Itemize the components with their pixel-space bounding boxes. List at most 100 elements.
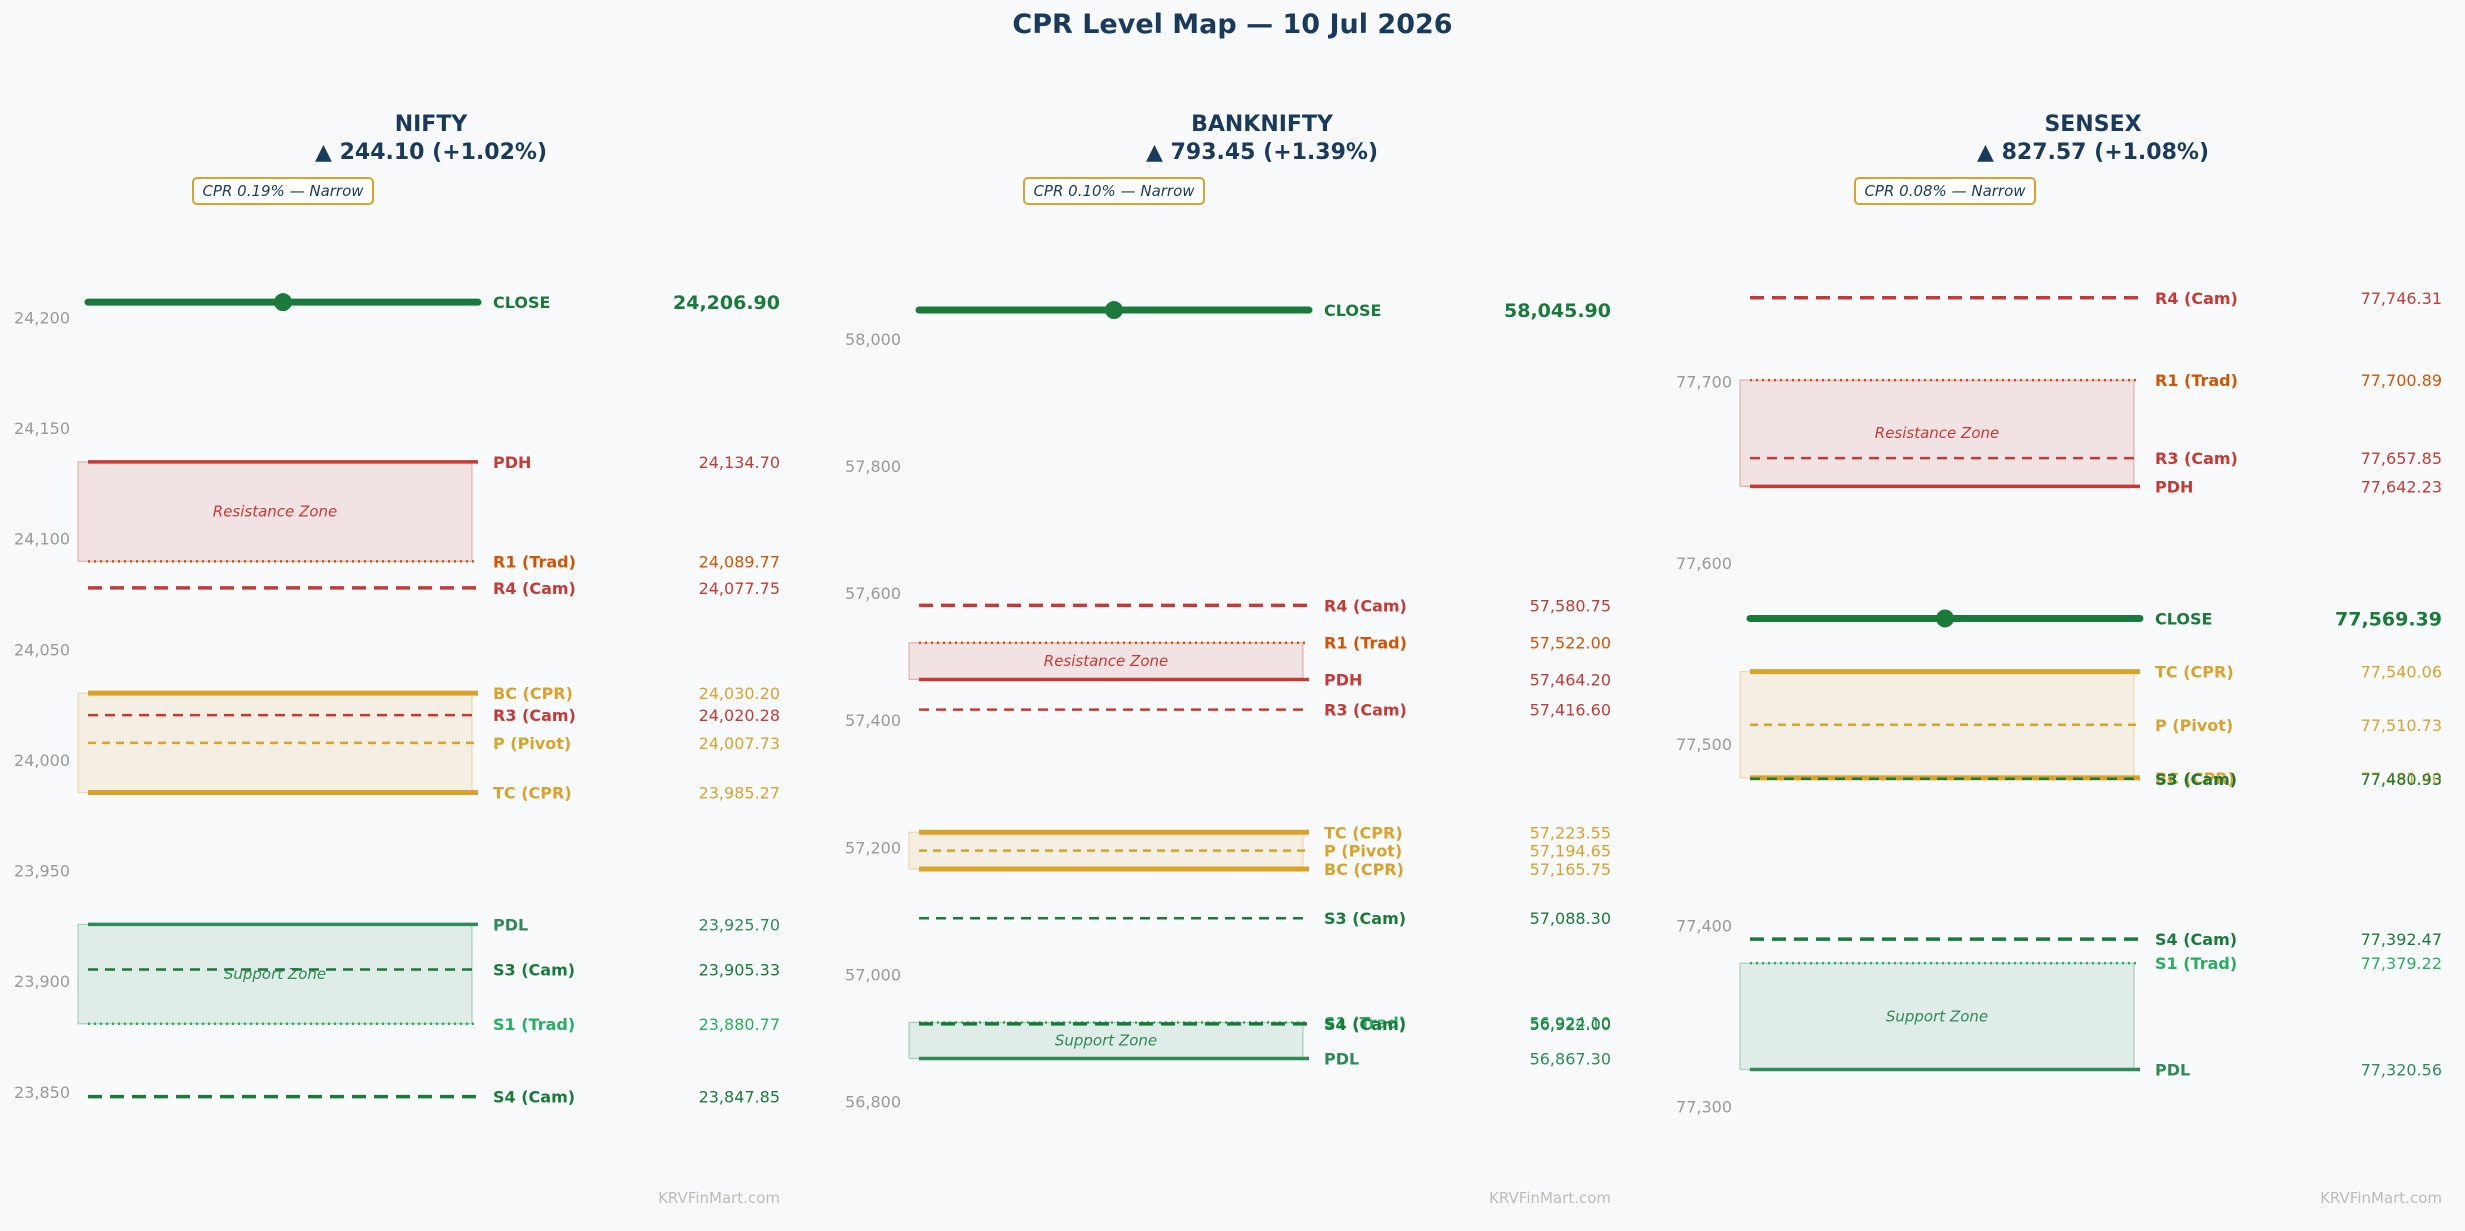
cpr-badge-text: CPR 0.08% — Narrow — [1864, 182, 2026, 200]
change-text: ▲ 244.10 (+1.02%) — [315, 140, 547, 165]
level-label: S1 (Trad) — [1324, 1013, 1406, 1032]
y-tick-label: 77,300 — [1676, 1098, 1732, 1117]
y-tick-label: 24,200 — [14, 308, 70, 327]
level-label: TC (CPR) — [2155, 663, 2234, 682]
level-value: 56,867.30 — [1530, 1050, 1611, 1069]
close-marker — [274, 293, 292, 312]
zone-label: Support Zone — [1055, 1032, 1157, 1050]
level-value: 56,924.10 — [1530, 1013, 1611, 1032]
y-tick-label: 24,000 — [14, 751, 70, 770]
level-label: CLOSE — [493, 293, 550, 312]
y-tick-label: 23,850 — [14, 1083, 70, 1102]
panel-nifty: NIFTY ▲ 244.10 (+1.02%) CPR 0.19% — Narrow… — [14, 112, 780, 1207]
level-label: PDL — [1324, 1050, 1359, 1069]
level-label: BC (CPR) — [1324, 860, 1404, 879]
level-label: PDL — [493, 915, 528, 934]
level-label: S1 (Trad) — [2155, 954, 2237, 973]
cpr-badge-text: CPR 0.19% — Narrow — [202, 182, 364, 200]
y-tick-label: 57,200 — [845, 838, 901, 857]
level-value: 77,700.89 — [2361, 371, 2442, 390]
level-value: 24,206.90 — [673, 292, 780, 314]
y-tick-label: 77,500 — [1676, 735, 1732, 754]
level-value: 24,020.28 — [699, 706, 780, 725]
level-label: TC (CPR) — [1324, 823, 1403, 842]
level-value: 24,089.77 — [699, 552, 780, 571]
support-zone — [908, 1021, 1304, 1060]
level-label: R3 (Cam) — [1324, 701, 1407, 720]
level-value: 23,880.77 — [699, 1015, 780, 1034]
y-tick-label: 57,800 — [845, 457, 901, 476]
level-label: S3 (Cam) — [1324, 909, 1406, 928]
level-value: 56,922.00 — [1530, 1015, 1611, 1034]
cpr-badge — [1854, 177, 2036, 205]
level-label: BC (CPR) — [2155, 769, 2235, 788]
level-label: S3 (Cam) — [2155, 770, 2237, 789]
level-label: R1 (Trad) — [1324, 634, 1407, 653]
y-tick-label: 77,700 — [1676, 373, 1732, 392]
level-value: 57,194.65 — [1530, 842, 1611, 861]
level-value: 24,007.73 — [699, 734, 780, 753]
zone-label: Resistance Zone — [213, 503, 337, 521]
level-value: 24,030.20 — [699, 684, 780, 703]
level-label: S3 (Cam) — [493, 960, 575, 979]
close-marker — [1105, 301, 1123, 320]
level-label: R4 (Cam) — [493, 579, 576, 598]
change-text: ▲ 827.57 (+1.08%) — [1977, 140, 2209, 165]
level-value: 77,642.23 — [2361, 477, 2442, 496]
zone-label: Resistance Zone — [1875, 424, 1999, 442]
level-value: 23,905.33 — [699, 960, 780, 979]
cpr-badge-text: CPR 0.10% — Narrow — [1033, 182, 1195, 200]
level-value: 77,569.39 — [2335, 608, 2442, 630]
level-value: 77,392.47 — [2361, 930, 2442, 949]
support-zone — [1739, 962, 2135, 1071]
level-value: 77,540.06 — [2361, 663, 2442, 682]
close-marker — [1936, 609, 1954, 628]
level-label: R1 (Trad) — [493, 552, 576, 571]
y-tick-label: 23,950 — [14, 862, 70, 881]
level-label: P (Pivot) — [1324, 842, 1402, 861]
level-value: 57,464.20 — [1530, 670, 1611, 689]
level-label: R3 (Cam) — [493, 706, 576, 725]
level-value: 24,134.70 — [699, 453, 780, 472]
y-tick-label: 24,050 — [14, 640, 70, 659]
level-label: PDH — [1324, 670, 1362, 689]
level-value: 77,320.56 — [2361, 1060, 2442, 1079]
level-label: PDH — [2155, 477, 2193, 496]
cpr-badge — [1023, 177, 1205, 205]
panel-title: BANKNIFTY — [1191, 112, 1334, 137]
y-tick-label: 57,400 — [845, 711, 901, 730]
y-tick-label: 58,000 — [845, 330, 901, 349]
y-tick-label: 57,600 — [845, 584, 901, 603]
level-label: R4 (Cam) — [1324, 596, 1407, 615]
panel-title: SENSEX — [2044, 112, 2141, 137]
zone-label: Support Zone — [1886, 1007, 1988, 1025]
panel-sensex: SENSEX ▲ 827.57 (+1.08%) CPR 0.08% — Narro… — [1676, 112, 2442, 1207]
level-label: R4 (Cam) — [2155, 289, 2238, 308]
panel-title: NIFTY — [395, 112, 469, 137]
level-value: 57,088.30 — [1530, 909, 1611, 928]
level-value: 57,416.60 — [1530, 701, 1611, 720]
level-label: S4 (Cam) — [493, 1088, 575, 1107]
y-tick-label: 24,150 — [14, 419, 70, 438]
y-tick-label: 77,400 — [1676, 916, 1732, 935]
y-tick-label: 57,000 — [845, 965, 901, 984]
change-text: ▲ 793.45 (+1.39%) — [1146, 140, 1378, 165]
level-value: 77,510.73 — [2361, 716, 2442, 735]
level-label: R1 (Trad) — [2155, 371, 2238, 390]
level-value: 77,746.31 — [2361, 289, 2442, 308]
level-value: 77,480.93 — [2361, 770, 2442, 789]
level-label: S1 (Trad) — [493, 1015, 575, 1034]
level-label: BC (CPR) — [493, 684, 573, 703]
zone-label: Resistance Zone — [1044, 652, 1168, 670]
level-value: 57,165.75 — [1530, 860, 1611, 879]
level-label: P (Pivot) — [2155, 716, 2233, 735]
y-tick-label: 77,600 — [1676, 554, 1732, 573]
chart-title: CPR Level Map — 10 Jul 2026 — [1012, 9, 1453, 40]
level-label: R3 (Cam) — [2155, 449, 2238, 468]
watermark: KRVFinMart.com — [1489, 1189, 1611, 1207]
panel-banknifty: BANKNIFTY ▲ 793.45 (+1.39%) CPR 0.10% — Na… — [845, 112, 1611, 1207]
level-label: CLOSE — [1324, 301, 1381, 320]
level-value: 23,925.70 — [699, 915, 780, 934]
watermark: KRVFinMart.com — [658, 1189, 780, 1207]
level-value: 24,077.75 — [699, 579, 780, 598]
